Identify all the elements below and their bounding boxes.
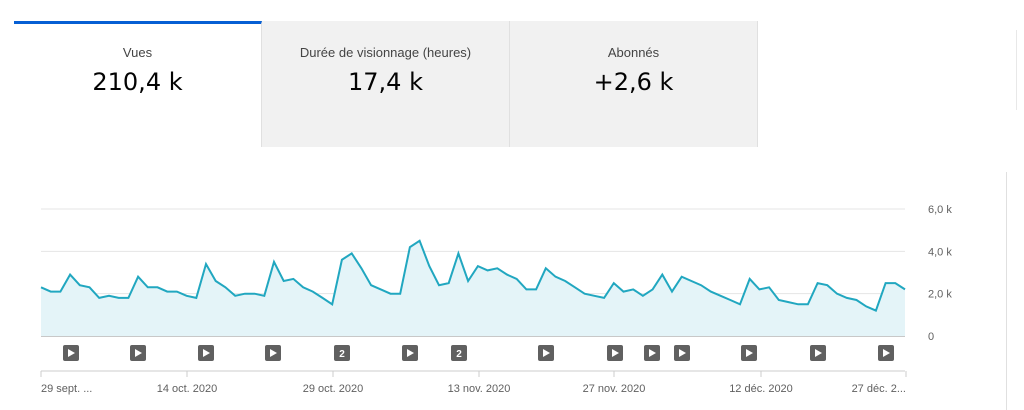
svg-text:2: 2: [339, 349, 345, 360]
chart-series-line: [40, 239, 906, 312]
video-marker-play-icon[interactable]: [402, 345, 418, 361]
tab-subscribers-label: Abonnés: [607, 45, 660, 60]
tab-subscribers-value: +2,6 k: [593, 68, 674, 96]
chart-x-axis: 29 sept. ... 14 oct. 2020 29 oct. 2020 13 n…: [40, 370, 907, 395]
video-marker-play-icon[interactable]: [265, 345, 281, 361]
tab-views-label: Vues: [122, 45, 153, 60]
chart-area-fill: [41, 240, 905, 336]
metric-tabs: Vues 210,4 k Durée de visionnage (heures…: [14, 21, 758, 147]
video-marker-play-icon[interactable]: [130, 345, 146, 361]
chart-y-tick-label: 6,0 k: [928, 204, 952, 216]
video-marker-play-icon[interactable]: [538, 345, 554, 361]
video-marker-count[interactable]: 2: [451, 345, 467, 361]
chart-x-tick-label: 27 déc. 2...: [852, 383, 906, 395]
video-marker-play-icon[interactable]: [63, 345, 79, 361]
svg-text:2: 2: [456, 349, 462, 360]
tab-watch-time-label: Durée de visionnage (heures): [299, 45, 472, 60]
chart-x-tick-label: 29 oct. 2020: [303, 383, 364, 395]
chart-x-tick-label: 13 nov. 2020: [448, 383, 511, 395]
video-marker-play-icon[interactable]: [674, 345, 690, 361]
video-marker-play-icon[interactable]: [741, 345, 757, 361]
chart-x-tick-label: 14 oct. 2020: [157, 383, 218, 395]
side-panel-edge: [1016, 30, 1024, 110]
chart-x-tick-label: 29 sept. ...: [41, 383, 92, 395]
tab-watch-time[interactable]: Durée de visionnage (heures) 17,4 k: [262, 21, 510, 147]
tab-subscribers[interactable]: Abonnés +2,6 k: [510, 21, 758, 147]
tab-watch-time-value: 17,4 k: [348, 68, 423, 96]
chart-y-tick-label: 2,0 k: [928, 289, 952, 301]
chart-y-tick-label: 4,0 k: [928, 246, 952, 258]
chart-right-divider: [1006, 172, 1007, 410]
tab-views-value: 210,4 k: [92, 68, 183, 96]
chart-x-tick-label: 12 déc. 2020: [729, 383, 793, 395]
chart-y-axis: 6,0 k 4,0 k 2,0 k 0: [928, 204, 952, 343]
chart-y-tick-label: 0: [928, 331, 934, 343]
tab-views[interactable]: Vues 210,4 k: [14, 21, 262, 147]
video-marker-play-icon[interactable]: [878, 345, 894, 361]
video-marker-play-icon[interactable]: [607, 345, 623, 361]
video-marker-play-icon[interactable]: [198, 345, 214, 361]
video-marker-count[interactable]: 2: [334, 345, 350, 361]
chart-x-tick-label: 27 nov. 2020: [583, 383, 646, 395]
video-marker-play-icon[interactable]: [644, 345, 660, 361]
video-marker-play-icon[interactable]: [810, 345, 826, 361]
